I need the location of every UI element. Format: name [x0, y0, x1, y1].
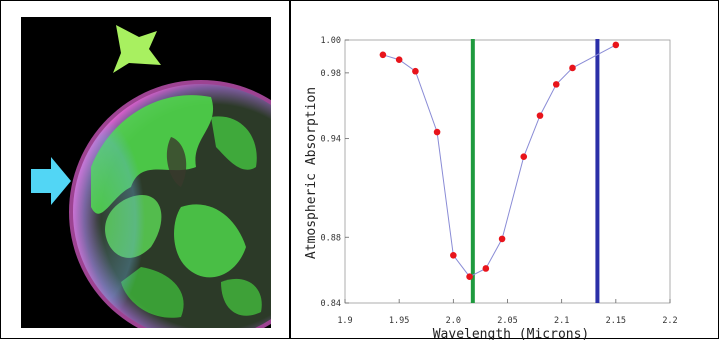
x-axis-title: Wavelength (Microns)	[433, 327, 590, 340]
x-tick-label: 2.2	[662, 316, 677, 326]
image-panel	[0, 0, 290, 339]
data-point	[433, 128, 441, 136]
data-point	[395, 56, 403, 64]
x-tick-label: 2.05	[497, 316, 517, 326]
data-point	[552, 81, 560, 88]
x-tick-label: 2.1	[554, 316, 569, 326]
data-point	[379, 51, 387, 59]
data-point	[482, 265, 490, 272]
x-tick-label: 1.95	[389, 316, 409, 326]
y-tick-label: 0.84	[321, 299, 341, 309]
planet-image	[21, 17, 271, 328]
data-point	[412, 67, 419, 75]
x-tick-label: 1.9	[337, 316, 352, 326]
data-point	[612, 41, 620, 49]
data-point	[520, 153, 528, 161]
x-tick-label: 2.0	[446, 316, 461, 326]
y-tick-label: 1.00	[321, 36, 341, 46]
data-point	[569, 64, 576, 72]
data-point	[498, 235, 506, 243]
data-point	[450, 252, 457, 259]
plot-area	[344, 39, 671, 304]
data-point	[536, 112, 544, 119]
chart-panel: 1.9 1.95 2.0 2.05 2.1 2.15 2.2 0.84 0.88 0.94 0.98…	[290, 0, 719, 340]
y-tick-label: 0.94	[321, 135, 341, 145]
data-point	[466, 273, 473, 281]
absorption-chart: 1.9 1.95 2.0 2.05 2.1 2.15 2.2 0.84 0.88 0.94 0.98…	[304, 36, 678, 340]
y-axis-title: Atmospheric Absorption	[304, 87, 319, 259]
y-tick-label: 0.88	[321, 233, 341, 243]
green-arrow-icon	[113, 25, 161, 73]
y-tick-label: 0.98	[321, 69, 341, 79]
cyan-arrow-icon	[31, 157, 71, 205]
x-tick-label: 2.15	[606, 316, 626, 326]
